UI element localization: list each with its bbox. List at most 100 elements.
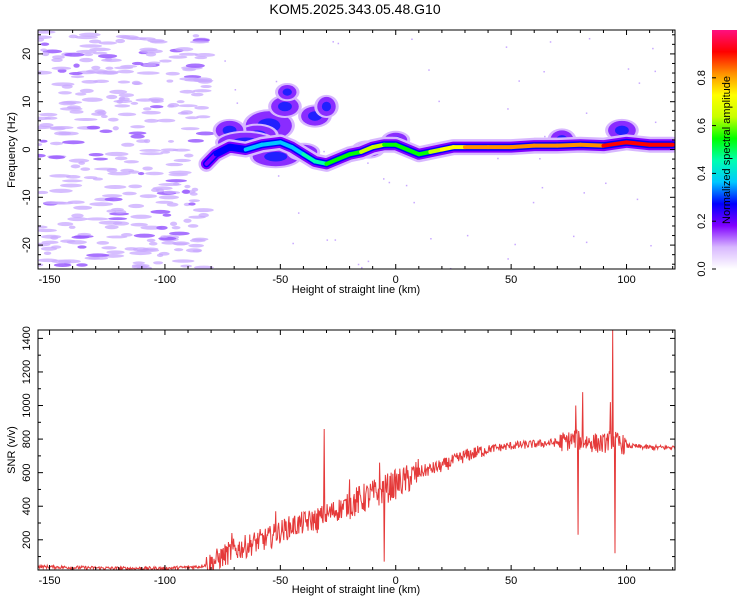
snr-x-tick-label: 50 (505, 575, 517, 587)
noise-blob (73, 234, 94, 238)
noise-blob (166, 202, 179, 207)
colorbar-label: Normalized spectral amplitude (721, 76, 733, 224)
noise-blob (107, 117, 119, 122)
noise-blob (145, 52, 157, 57)
noise-blob (68, 71, 83, 76)
noise-blob (132, 82, 143, 85)
ridge-segment (227, 145, 248, 152)
noise-blob (85, 217, 109, 221)
noise-blob (64, 52, 85, 57)
noise-blob (167, 139, 175, 143)
noise-speck (532, 201, 535, 204)
colorbar-tick-label: 0.8 (696, 70, 708, 85)
noise-blob (91, 65, 101, 70)
noise-speck (544, 135, 546, 138)
noise-blob (161, 241, 177, 245)
noise-blob (73, 63, 80, 68)
noise-blob (185, 63, 205, 68)
noise-speck (466, 234, 469, 237)
noise-blob (179, 89, 196, 94)
noise-blob (130, 222, 148, 227)
noise-blob (89, 39, 102, 44)
noise-blob (165, 162, 184, 167)
noise-blob (106, 94, 118, 100)
ridge-segment (243, 142, 264, 152)
snr-x-tick-label: -100 (154, 575, 176, 587)
noise-blob (159, 59, 172, 63)
noise-speck (383, 178, 385, 180)
noise-blob (166, 79, 174, 83)
noise-blob (194, 56, 208, 60)
noise-blob (58, 101, 77, 106)
noise-blob (170, 221, 178, 226)
colorbar-gradient (712, 30, 737, 269)
noise-blob (114, 66, 134, 70)
noise-blob (172, 241, 190, 246)
noise-blob (158, 195, 179, 200)
noise-blob (194, 265, 214, 269)
noise-blob (141, 110, 161, 115)
noise-blob (79, 88, 94, 93)
snr-y-tick-label: 800 (21, 430, 33, 448)
noise-blob (139, 194, 158, 199)
noise-blob (89, 202, 114, 207)
spectrogram-x-tick-label: 50 (505, 274, 517, 286)
noise-blob (38, 190, 49, 195)
noise-speck (428, 69, 430, 71)
noise-speck (388, 181, 391, 184)
noise-blob (85, 69, 109, 74)
noise-blob (114, 104, 131, 108)
noise-blob (38, 153, 46, 158)
noise-blob (62, 140, 85, 145)
noise-blob (131, 61, 144, 66)
noise-blob (194, 106, 209, 110)
ridge-segment (393, 142, 410, 152)
ridge-segment (324, 157, 341, 166)
noise-blob (97, 110, 107, 115)
noise-blob (157, 118, 176, 123)
noise-blob (76, 263, 88, 267)
noise-speck (292, 242, 294, 245)
noise-blob (57, 222, 74, 227)
noise-blob (130, 101, 139, 105)
noise-speck (605, 182, 607, 185)
noise-blob (173, 158, 191, 163)
noise-speck (332, 41, 334, 43)
noise-speck (585, 112, 588, 114)
noise-blob (132, 261, 146, 265)
noise-blob (187, 139, 204, 143)
snr-y-tick-label: 1400 (21, 326, 33, 350)
snr-x-ticks: -150 -100 -50 0 50 100 (39, 330, 674, 587)
noise-blob (104, 57, 113, 62)
noise-blob (74, 92, 87, 96)
snr-y-tick-label: 600 (21, 463, 33, 481)
noise-blob (39, 112, 58, 117)
ridge-peak (626, 140, 650, 147)
ridge-segment (601, 140, 629, 148)
noise-blob (171, 259, 195, 263)
noise-blob (96, 241, 110, 245)
spectrogram-content (38, 30, 675, 269)
noise-blob (188, 215, 206, 219)
noise-blob (167, 104, 175, 108)
noise-blob (109, 89, 128, 95)
ridge-segment (555, 142, 583, 148)
noise-blob (163, 190, 176, 194)
noise-speck (585, 241, 588, 244)
noise-blob (107, 171, 131, 176)
noise-blob (88, 153, 104, 157)
noise-speck (413, 201, 415, 204)
noise-speck (405, 184, 408, 187)
noise-blob (59, 107, 83, 111)
noise-blob (115, 38, 126, 44)
noise-blob (169, 231, 190, 236)
noise-blob (106, 250, 125, 255)
noise-speck (430, 238, 432, 240)
spectrum-patch-core (264, 151, 288, 162)
noise-speck (572, 235, 575, 238)
noise-blob (98, 41, 117, 45)
noise-blob (150, 209, 171, 214)
noise-blob (124, 247, 138, 251)
snr-series-line (38, 330, 675, 570)
